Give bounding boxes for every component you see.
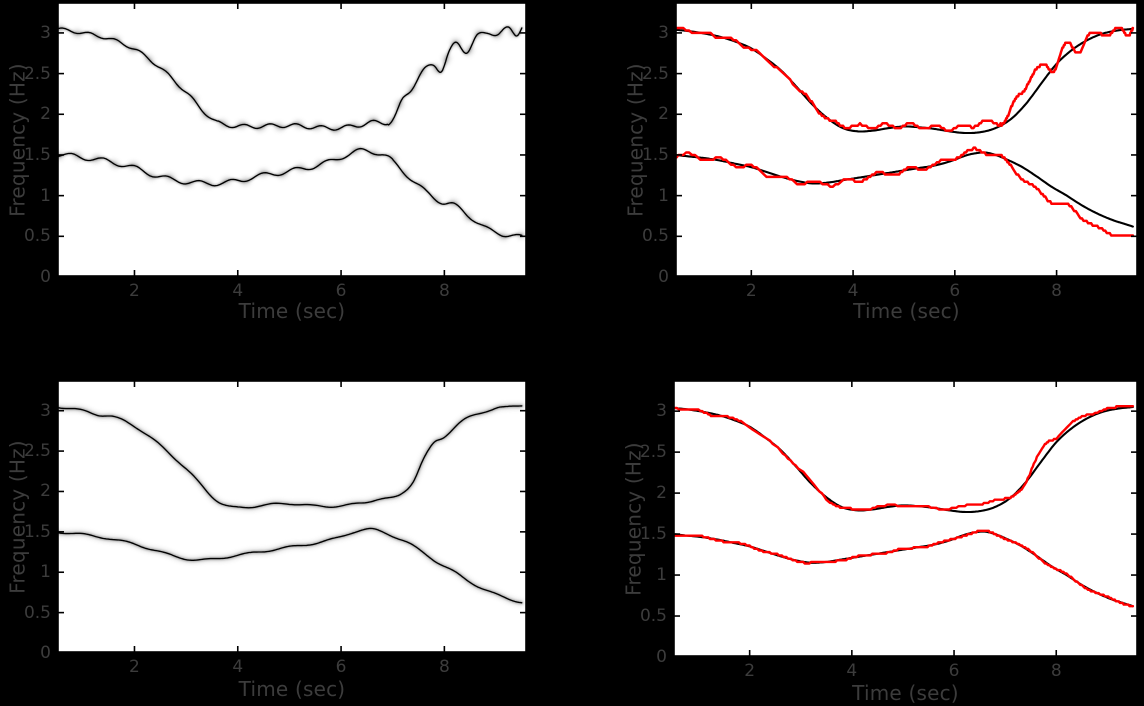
x-tick-label: 6 <box>948 661 960 681</box>
x-axis-label: Time (sec) <box>853 299 960 323</box>
x-tick-label: 2 <box>744 661 756 681</box>
x-tick-label: 4 <box>232 657 244 677</box>
plot-area-if-estimate-noisy <box>675 2 1138 277</box>
y-tick-label: 1 <box>656 565 667 586</box>
y-tick-label: 2 <box>656 483 667 504</box>
x-tick-label: 8 <box>1051 281 1062 301</box>
plot-area-tfr-ridges-noisy <box>57 2 527 277</box>
x-tick-label: 4 <box>232 281 244 301</box>
y-tick-label: 3 <box>40 22 51 43</box>
y-tick-label: 1 <box>40 185 51 206</box>
y-tick-label: 1.5 <box>641 144 669 165</box>
y-tick-label: 2.5 <box>23 63 51 84</box>
y-tick-label: 1 <box>658 185 669 206</box>
y-tick-label: 1.5 <box>639 524 667 545</box>
x-axis-label: Time (sec) <box>238 299 346 323</box>
y-tick-label: 0 <box>40 267 51 287</box>
x-tick-label: 8 <box>438 281 450 301</box>
y-tick-label: 2 <box>40 481 51 502</box>
y-tick-label: 0 <box>656 647 667 667</box>
y-tick-label: 2 <box>40 104 51 125</box>
x-tick-label: 4 <box>846 661 858 681</box>
y-tick-label: 2.5 <box>23 441 51 462</box>
x-tick-label: 2 <box>745 281 757 301</box>
y-tick-label: 0.5 <box>641 226 669 247</box>
x-tick-label: 4 <box>847 281 859 301</box>
y-tick-label: 0 <box>40 643 51 663</box>
x-tick-label: 2 <box>129 281 140 301</box>
x-tick-label: 8 <box>438 657 450 677</box>
plot-area-if-estimate-clean <box>673 380 1138 657</box>
y-tick-label: 1.5 <box>23 521 51 542</box>
y-tick-label: 1.5 <box>23 144 51 165</box>
y-tick-label: 3 <box>658 22 669 43</box>
y-tick-label: 2 <box>658 104 669 125</box>
y-tick-label: 0.5 <box>639 606 667 627</box>
y-tick-label: 3 <box>40 400 51 421</box>
y-tick-label: 0 <box>658 267 669 287</box>
y-tick-label: 0.5 <box>23 226 51 247</box>
x-tick-label: 6 <box>335 281 347 301</box>
x-tick-label: 8 <box>1050 661 1062 681</box>
y-tick-label: 1 <box>40 562 51 583</box>
x-axis-label: Time (sec) <box>238 677 346 701</box>
y-tick-label: 3 <box>656 401 667 422</box>
plot-area-tfr-ridges-clean <box>57 380 527 653</box>
y-tick-label: 2.5 <box>641 63 669 84</box>
x-axis-label: Time (sec) <box>852 681 959 705</box>
x-tick-label: 6 <box>949 281 961 301</box>
y-tick-label: 2.5 <box>639 442 667 463</box>
x-tick-label: 2 <box>129 657 140 677</box>
x-tick-label: 6 <box>335 657 347 677</box>
y-tick-label: 0.5 <box>23 602 51 623</box>
